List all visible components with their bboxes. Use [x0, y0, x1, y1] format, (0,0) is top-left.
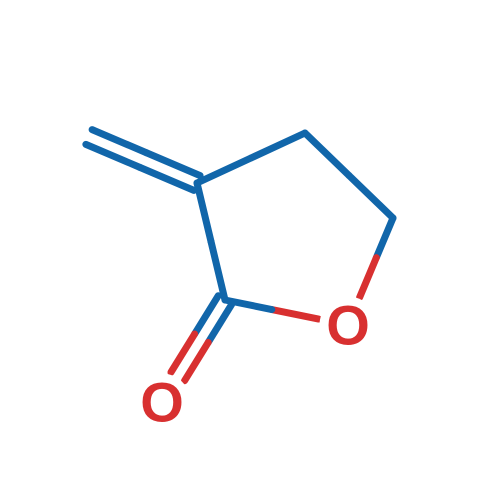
- molecule-diagram: OO: [0, 0, 500, 500]
- atom-label-o5: O: [326, 294, 370, 357]
- atom-label-o6: O: [140, 371, 184, 434]
